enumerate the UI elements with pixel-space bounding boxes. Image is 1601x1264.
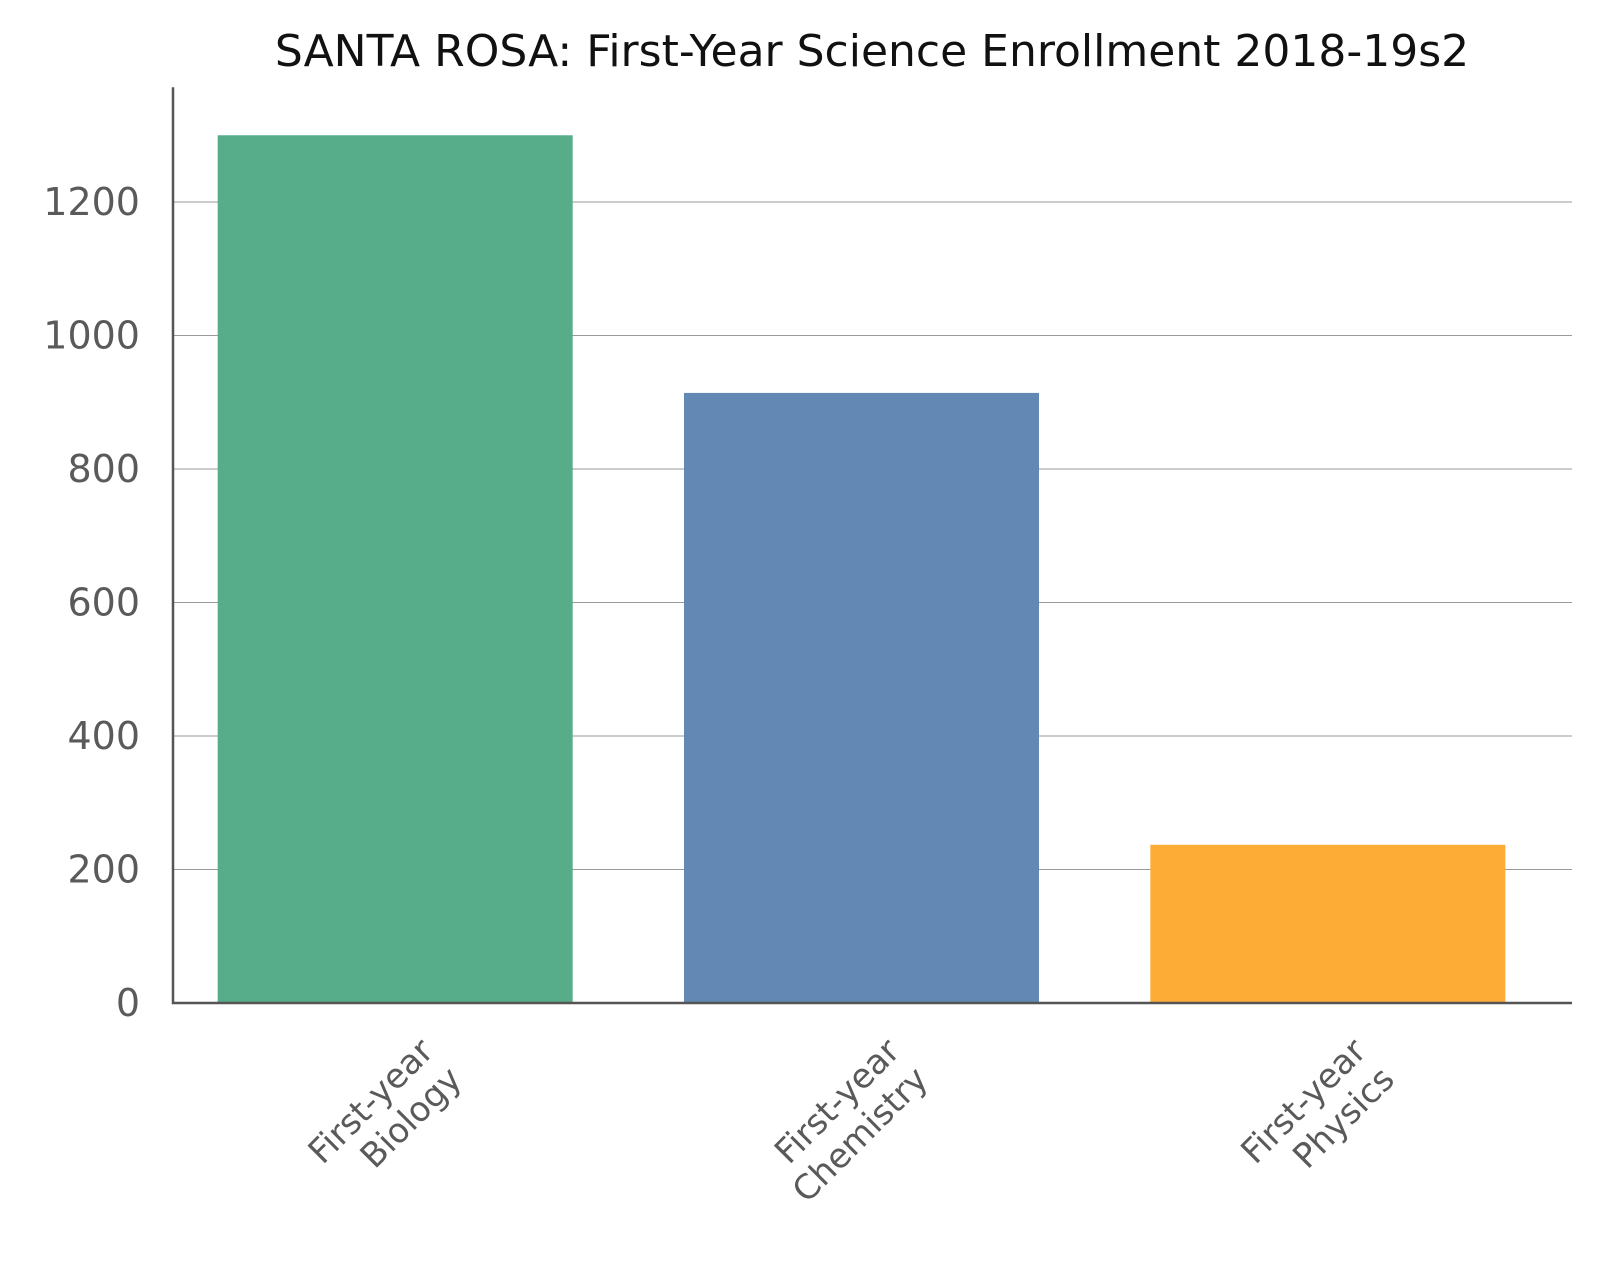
x-tick-labels: First-yearBiology First-yearChemistry Firs… <box>301 1031 1403 1211</box>
y-tick-label: 1200 <box>43 180 140 224</box>
bars <box>217 135 1506 1003</box>
y-tick-label: 400 <box>67 714 140 758</box>
y-tick-label: 800 <box>67 447 140 491</box>
x-tick-label: First-yearBiology <box>301 1031 470 1200</box>
y-tick-labels: 0 200 400 600 800 1000 1200 <box>43 180 140 1025</box>
chart-title: SANTA ROSA: First-Year Science Enrollmen… <box>275 26 1469 77</box>
bar <box>1150 844 1506 1003</box>
y-tick-label: 600 <box>67 581 140 625</box>
axis-line <box>171 87 1572 1005</box>
bar <box>684 392 1039 1003</box>
y-tick-label: 0 <box>116 981 140 1025</box>
bar <box>217 135 573 1003</box>
y-tick-label: 200 <box>67 848 140 892</box>
y-tick-label: 1000 <box>43 314 140 358</box>
x-tick-label: First-yearPhysics <box>1233 1031 1402 1200</box>
axes <box>171 87 1572 1005</box>
x-tick-label: First-yearChemistry <box>757 1031 937 1211</box>
